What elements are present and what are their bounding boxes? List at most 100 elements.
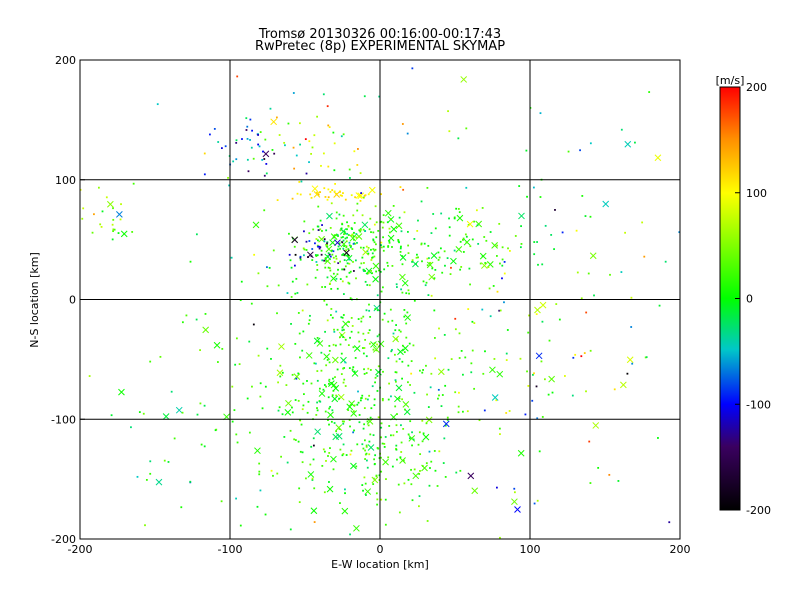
scatter-point <box>348 168 351 171</box>
scatter-point <box>424 284 427 287</box>
scatter-point <box>288 232 290 235</box>
scatter-point-large <box>382 458 389 466</box>
scatter-point <box>399 247 402 250</box>
scatter-point <box>454 317 457 320</box>
scatter-point <box>181 321 184 324</box>
scatter-point-large <box>330 233 338 240</box>
scatter-point <box>349 297 352 300</box>
scatter-point <box>299 256 302 259</box>
scatter-point <box>333 260 336 263</box>
scatter-point <box>235 497 237 500</box>
scatter-point <box>385 478 387 481</box>
scatter-point-large <box>367 444 375 451</box>
scatter-point <box>438 327 440 330</box>
scatter-point <box>330 308 333 310</box>
scatter-point <box>316 264 319 266</box>
scatter-point <box>395 448 398 451</box>
scatter-point <box>422 280 425 283</box>
scatter-point <box>320 253 323 256</box>
scatter-point <box>410 360 413 363</box>
scatter-point <box>394 380 397 383</box>
scatter-point <box>402 427 405 430</box>
scatter-point <box>403 315 406 318</box>
scatter-point <box>533 372 535 375</box>
scatter-point <box>391 265 394 267</box>
scatter-point <box>241 138 243 140</box>
scatter-point <box>489 315 492 318</box>
scatter-point <box>324 410 327 413</box>
scatter-point <box>364 338 367 341</box>
scatter-point <box>398 329 401 332</box>
scatter-point <box>308 319 311 322</box>
scatter-point <box>333 422 336 424</box>
scatter-point <box>351 233 354 236</box>
scatter-point <box>346 232 349 235</box>
scatter-point <box>400 451 403 453</box>
scatter-point <box>289 528 292 531</box>
scatter-point <box>317 340 320 343</box>
scatter-point <box>368 329 371 332</box>
scatter-point-large <box>305 352 313 359</box>
x-tick-label: -200 <box>68 543 93 556</box>
scatter-point <box>111 238 114 241</box>
scatter-point <box>348 419 351 421</box>
x-tick-label: 200 <box>670 543 691 556</box>
scatter-point <box>419 369 421 372</box>
x-tick-label: 0 <box>377 543 384 556</box>
scatter-point <box>395 430 398 433</box>
scatter-point <box>277 284 280 287</box>
scatter-point <box>538 450 541 453</box>
scatter-point-large <box>401 279 409 287</box>
scatter-point-large <box>326 485 334 493</box>
scatter-point <box>316 225 319 228</box>
scatter-point-large <box>262 150 270 158</box>
scatter-point <box>485 239 488 242</box>
scatter-point-large <box>155 478 163 486</box>
scatter-point <box>428 262 431 265</box>
scatter-point <box>362 427 365 430</box>
scatter-point <box>367 332 370 334</box>
scatter-point <box>411 259 414 262</box>
scatter-point <box>657 437 659 439</box>
scatter-point <box>365 372 368 374</box>
scatter-point <box>597 466 600 469</box>
scatter-point <box>339 191 341 193</box>
scatter-point <box>468 267 471 270</box>
scatter-point <box>246 158 249 161</box>
scatter-point <box>145 478 148 481</box>
scatter-point-large <box>351 370 359 377</box>
scatter-point <box>272 474 274 477</box>
scatter-point <box>355 465 358 468</box>
scatter-point <box>399 330 402 333</box>
scatter-point <box>567 150 570 153</box>
scatter-point <box>307 400 310 403</box>
scatter-point <box>359 399 362 402</box>
scatter-point <box>501 246 504 249</box>
scatter-point-large <box>365 267 373 275</box>
scatter-point <box>105 196 108 199</box>
scatter-point <box>130 426 132 429</box>
scatter-point-large <box>107 200 114 208</box>
scatter-point <box>362 489 364 492</box>
scatter-point <box>246 137 249 140</box>
scatter-point-large <box>390 225 398 233</box>
scatter-point <box>375 475 378 478</box>
scatter-point <box>278 134 281 136</box>
scatter-point <box>390 395 392 398</box>
scatter-point <box>496 244 499 247</box>
scatter-point <box>391 246 393 248</box>
scatter-point <box>449 273 452 275</box>
scatter-point <box>352 235 355 238</box>
scatter-point <box>400 230 403 233</box>
scatter-point <box>453 249 456 252</box>
scatter-point <box>361 214 364 217</box>
scatter-point <box>79 188 82 191</box>
scatter-point <box>276 199 279 201</box>
scatter-point <box>458 211 461 214</box>
scatter-point <box>398 358 401 360</box>
scatter-point <box>250 146 253 149</box>
scatter-point <box>379 270 382 273</box>
scatter-point <box>343 230 346 233</box>
scatter-point <box>277 409 280 412</box>
scatter-point <box>448 217 450 220</box>
